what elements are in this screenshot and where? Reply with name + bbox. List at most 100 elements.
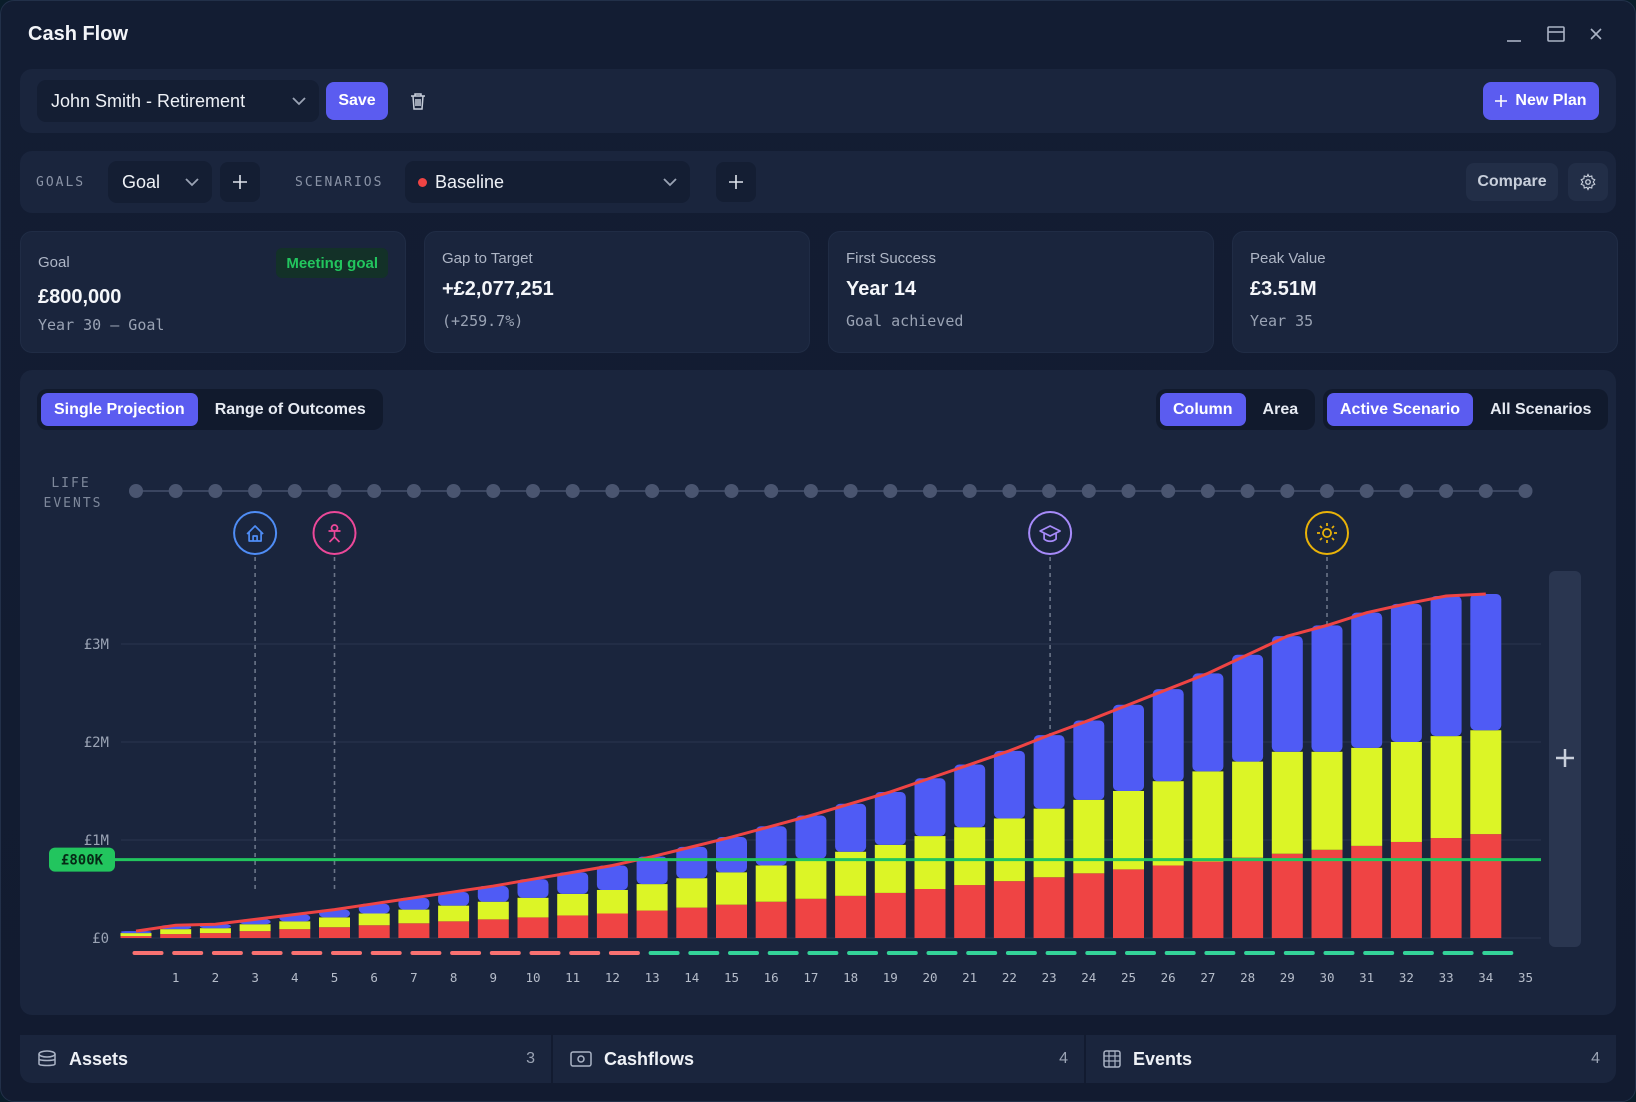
event-marker <box>1305 511 1349 555</box>
bar-segment <box>1113 869 1144 938</box>
baby-icon <box>328 524 341 543</box>
events-tab-count: 4 <box>1591 1050 1600 1067</box>
minimize-icon[interactable] <box>1501 23 1527 45</box>
single-projection-tab[interactable]: Single Projection <box>41 393 198 426</box>
y-tick-label: £3M <box>84 637 109 653</box>
timeline-dot <box>526 484 540 498</box>
bar-segment <box>557 915 589 938</box>
bar-segment <box>636 856 668 885</box>
status-dash <box>1244 951 1276 955</box>
range-of-outcomes-tab[interactable]: Range of Outcomes <box>214 400 366 418</box>
bar-segment <box>993 881 1025 938</box>
add-goal-button[interactable] <box>220 162 260 202</box>
timeline-dot <box>1042 484 1057 498</box>
bar-segment <box>676 846 708 879</box>
x-tick-label: 3 <box>251 970 259 985</box>
goal-card-value: £800,000 <box>38 286 122 308</box>
column-tab[interactable]: Column <box>1160 393 1246 426</box>
area-tab[interactable]: Area <box>1262 400 1299 418</box>
bar-segment <box>1351 845 1383 938</box>
save-button[interactable]: Save <box>326 82 388 120</box>
house-icon <box>246 525 264 542</box>
bar-segment <box>1192 771 1224 862</box>
x-tick-label: 10 <box>525 970 540 985</box>
y-tick-label: £1M <box>84 833 109 849</box>
new-plan-label: New Plan <box>1515 92 1587 109</box>
x-tick-label: 16 <box>764 970 779 985</box>
bar-segment <box>795 858 827 899</box>
bar-segment <box>557 872 589 894</box>
bottom-tab-assets[interactable]: Assets 3 <box>20 1035 551 1083</box>
timeline-dot <box>1200 484 1215 498</box>
bar-segment <box>1033 808 1065 878</box>
scenario-select[interactable]: Baseline <box>405 161 690 203</box>
bar-segment <box>319 927 350 938</box>
bottom-tab-cashflows[interactable]: Cashflows 4 <box>553 1035 1084 1083</box>
bar-segment <box>596 889 628 914</box>
bar-segment <box>1351 747 1383 846</box>
x-tick-label: 9 <box>490 970 498 985</box>
status-dash <box>291 951 323 955</box>
add-scenario-button[interactable] <box>716 162 756 202</box>
bar-segment <box>120 933 152 937</box>
status-dash <box>608 951 640 955</box>
bar-segment <box>199 928 231 934</box>
bar-segment <box>636 884 668 911</box>
timeline-dot <box>287 484 302 498</box>
maximize-icon[interactable] <box>1543 23 1569 45</box>
bottom-tab-events[interactable]: Events 4 <box>1086 1035 1616 1083</box>
timeline-dot <box>168 484 183 498</box>
scenario-select-value: Baseline <box>435 171 505 192</box>
compare-button[interactable]: Compare <box>1466 163 1558 201</box>
x-tick-label: 24 <box>1081 970 1096 985</box>
x-tick-label: 7 <box>410 970 418 985</box>
timeline-dot <box>327 484 342 498</box>
bar-segment <box>398 923 430 938</box>
events-tab-label: Events <box>1133 1048 1193 1069</box>
expand-plus-icon[interactable] <box>1556 749 1574 767</box>
timeline-dot <box>248 484 263 498</box>
x-tick-label: 6 <box>370 970 378 985</box>
status-dash <box>410 951 442 955</box>
bar-segment <box>1073 720 1105 800</box>
chevron-down-icon <box>292 97 306 106</box>
status-dash <box>251 951 283 955</box>
goal-select[interactable]: Goal <box>108 161 212 203</box>
settings-button[interactable] <box>1568 163 1608 201</box>
bar-segment <box>874 791 906 845</box>
bar-segment <box>319 917 350 928</box>
scenarios-label: SCENARIOS <box>295 175 384 190</box>
bar-segment <box>1390 742 1422 842</box>
cashflows-tab-label: Cashflows <box>604 1048 695 1069</box>
bar-segment <box>1033 735 1065 809</box>
bar-segment <box>1311 625 1343 752</box>
plan-select[interactable]: John Smith - Retirement <box>37 80 319 122</box>
chevron-down-icon <box>663 178 677 187</box>
goal-card: Goal Meeting goal £800,000 Year 30 – Goa… <box>20 231 406 353</box>
gear-icon <box>1580 173 1596 191</box>
timeline-dot <box>843 484 858 498</box>
bar-segment <box>755 901 787 938</box>
bar-segment <box>438 905 470 922</box>
new-plan-button[interactable]: New Plan <box>1483 82 1599 120</box>
status-dash <box>966 951 998 955</box>
status-dash <box>331 951 362 955</box>
trash-icon[interactable] <box>405 86 431 116</box>
plus-icon <box>1495 95 1508 107</box>
plan-toolbar: John Smith - Retirement Save New Plan <box>20 69 1616 133</box>
bar-segment <box>279 929 311 938</box>
assets-tab-count: 3 <box>526 1050 535 1067</box>
timeline-dot <box>803 484 818 498</box>
timeline-dot <box>1081 484 1096 498</box>
all-scenarios-tab[interactable]: All Scenarios <box>1490 400 1592 418</box>
close-icon[interactable] <box>1583 23 1609 45</box>
x-tick-label: 12 <box>605 970 620 985</box>
bar-segment <box>160 934 192 938</box>
x-tick-label: 20 <box>922 970 937 985</box>
timeline-dot <box>367 484 382 498</box>
bar-segment <box>358 913 390 926</box>
active-scenario-tab[interactable]: Active Scenario <box>1327 393 1474 426</box>
bar-segment <box>596 913 628 938</box>
bar-segment <box>517 897 549 918</box>
